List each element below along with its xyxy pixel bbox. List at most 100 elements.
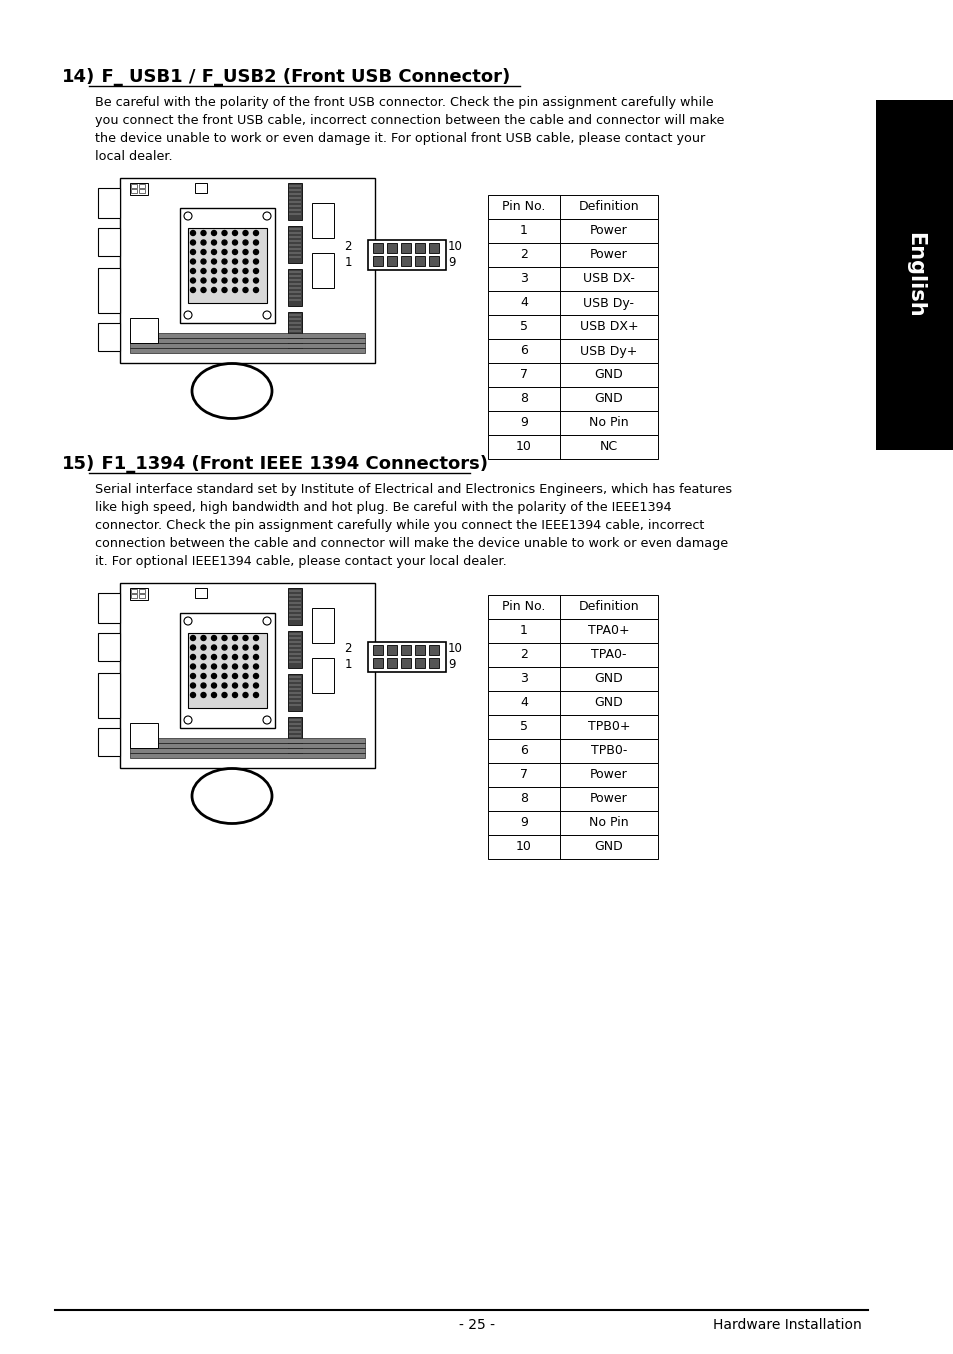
Bar	[98, 268, 120, 313]
Bar	[289, 680, 301, 682]
Text: F_ USB1 / F_USB2 (Front USB Connector): F_ USB1 / F_USB2 (Front USB Connector)	[89, 68, 510, 87]
Circle shape	[243, 249, 248, 255]
Circle shape	[222, 654, 227, 659]
Bar	[289, 731, 301, 733]
Bar	[289, 735, 301, 737]
Text: USB DX+: USB DX+	[579, 321, 638, 333]
Circle shape	[233, 230, 237, 236]
Circle shape	[191, 645, 195, 650]
Bar	[188, 634, 267, 708]
Bar	[373, 242, 382, 253]
Circle shape	[222, 287, 227, 292]
Bar	[488, 338, 658, 363]
Circle shape	[263, 213, 271, 219]
Text: connection between the cable and connector will make the device unable to work o: connection between the cable and connect…	[95, 538, 727, 550]
Bar	[130, 333, 365, 338]
Circle shape	[222, 230, 227, 236]
Circle shape	[222, 278, 227, 283]
Circle shape	[222, 682, 227, 688]
Circle shape	[201, 240, 206, 245]
Circle shape	[253, 287, 258, 292]
Bar	[289, 244, 301, 246]
Text: the device unable to work or even damage it. For optional front USB cable, pleas: the device unable to work or even damage…	[95, 131, 704, 145]
Bar	[488, 195, 658, 219]
Bar	[289, 684, 301, 686]
Circle shape	[184, 716, 192, 724]
Bar	[289, 649, 301, 651]
Bar	[488, 291, 658, 315]
Circle shape	[233, 268, 237, 274]
Bar	[488, 787, 658, 811]
Text: USB DX-: USB DX-	[582, 272, 635, 286]
Bar	[289, 676, 301, 678]
Circle shape	[201, 663, 206, 669]
Bar	[289, 653, 301, 655]
Circle shape	[191, 249, 195, 255]
Circle shape	[212, 682, 216, 688]
Text: 6: 6	[519, 344, 527, 357]
Circle shape	[243, 240, 248, 245]
Bar	[130, 747, 365, 753]
Circle shape	[263, 617, 271, 626]
Text: 2: 2	[344, 240, 352, 252]
Bar	[289, 291, 301, 292]
Circle shape	[191, 230, 195, 236]
Bar	[139, 190, 145, 194]
Circle shape	[201, 692, 206, 697]
Text: 6: 6	[519, 745, 527, 757]
Circle shape	[243, 654, 248, 659]
Text: 2: 2	[519, 249, 527, 261]
Circle shape	[233, 654, 237, 659]
Text: Definition: Definition	[578, 601, 639, 613]
Text: 9: 9	[519, 417, 527, 429]
Circle shape	[191, 287, 195, 292]
Circle shape	[253, 682, 258, 688]
Bar	[289, 743, 301, 745]
Bar	[289, 314, 301, 315]
Bar	[130, 183, 148, 195]
Bar	[194, 183, 207, 194]
Bar	[415, 256, 424, 265]
Text: NC: NC	[599, 440, 618, 454]
Bar	[289, 256, 301, 259]
Bar	[288, 226, 302, 263]
Bar	[488, 435, 658, 459]
Text: Power: Power	[590, 792, 627, 806]
Text: 9: 9	[448, 658, 455, 670]
Circle shape	[253, 635, 258, 640]
Text: GND: GND	[594, 393, 622, 405]
Text: 10: 10	[516, 440, 532, 454]
Text: 7: 7	[519, 368, 527, 382]
Bar	[188, 227, 267, 303]
Circle shape	[184, 213, 192, 219]
Text: like high speed, high bandwidth and hot plug. Be careful with the polarity of th: like high speed, high bandwidth and hot …	[95, 501, 671, 515]
Bar	[120, 177, 375, 363]
Bar	[429, 256, 438, 265]
Bar	[488, 739, 658, 764]
Circle shape	[233, 278, 237, 283]
Text: 4: 4	[519, 696, 527, 709]
Bar	[289, 190, 301, 191]
Bar	[400, 256, 411, 265]
Circle shape	[191, 240, 195, 245]
Text: USB Dy+: USB Dy+	[579, 344, 637, 357]
Circle shape	[201, 635, 206, 640]
Circle shape	[191, 259, 195, 264]
Text: 9: 9	[519, 816, 527, 830]
Circle shape	[263, 311, 271, 320]
Bar	[488, 387, 658, 412]
Text: 2: 2	[344, 642, 352, 654]
Circle shape	[253, 692, 258, 697]
Circle shape	[191, 682, 195, 688]
Circle shape	[212, 249, 216, 255]
Text: GND: GND	[594, 841, 622, 853]
Bar	[289, 607, 301, 608]
Circle shape	[243, 230, 248, 236]
Bar	[289, 232, 301, 234]
Bar	[429, 658, 438, 668]
Bar	[289, 598, 301, 600]
Bar	[289, 318, 301, 320]
Circle shape	[191, 268, 195, 274]
Bar	[130, 743, 365, 747]
Bar	[289, 594, 301, 596]
